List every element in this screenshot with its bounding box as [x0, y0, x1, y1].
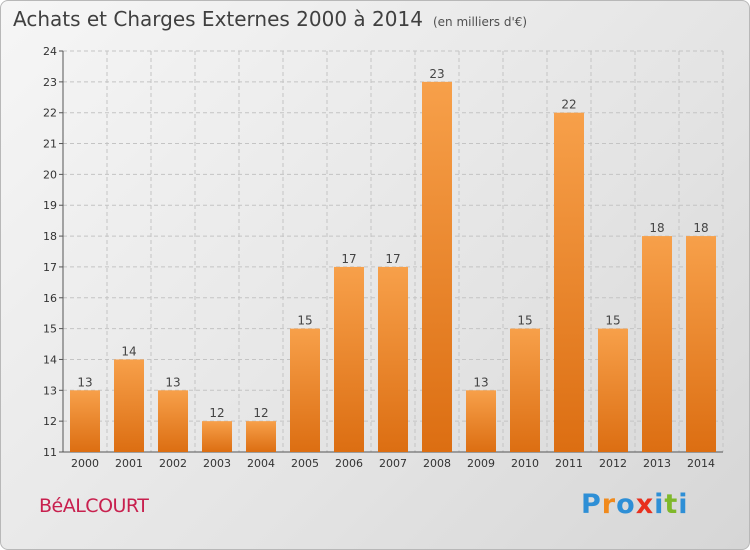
bar [70, 390, 100, 452]
x-tick-label: 2014 [687, 457, 715, 470]
bar [642, 236, 672, 452]
x-tick-label: 2005 [291, 457, 319, 470]
labels: 11 12 13 14 15 16 17 18 19 20 21 22 23 24 13 2000 14 2001… [43, 45, 715, 470]
x-tick-label: 2007 [379, 457, 407, 470]
data-label: 13 [77, 375, 92, 389]
y-tick-label: 20 [43, 168, 57, 181]
y-tick-label: 21 [43, 138, 57, 151]
x-tick-label: 2006 [335, 457, 363, 470]
x-tick-label: 2002 [159, 457, 187, 470]
bar [510, 328, 540, 452]
logo-letter: i [678, 489, 689, 520]
bar [554, 112, 584, 452]
x-tick-label: 2009 [467, 457, 495, 470]
data-label: 12 [253, 406, 268, 420]
y-tick-label: 14 [43, 353, 57, 366]
data-label: 15 [605, 314, 620, 328]
data-label: 22 [561, 98, 576, 112]
bar [686, 236, 716, 452]
logo-letter: P [581, 489, 602, 520]
y-tick-label: 19 [43, 199, 57, 212]
bar [246, 421, 276, 452]
x-tick-label: 2004 [247, 457, 275, 470]
bars [70, 81, 716, 452]
bar [290, 328, 320, 452]
chart-title-text: Achats et Charges Externes 2000 à 2014 [13, 7, 423, 31]
y-tick-label: 11 [43, 446, 57, 459]
data-label: 13 [473, 375, 488, 389]
bar [158, 390, 188, 452]
y-tick-label: 22 [43, 107, 57, 120]
data-label: 18 [649, 221, 664, 235]
logo-letter: t [664, 489, 679, 520]
logo-letter: o [616, 489, 636, 520]
bar [598, 328, 628, 452]
x-tick-label: 2000 [71, 457, 99, 470]
logo-letter: r [601, 489, 617, 520]
x-tick-label: 2001 [115, 457, 143, 470]
bar [114, 359, 144, 452]
data-label: 18 [693, 221, 708, 235]
y-tick-label: 15 [43, 323, 57, 336]
data-label: 14 [121, 344, 136, 358]
x-tick-label: 2012 [599, 457, 627, 470]
bar [202, 421, 232, 452]
logo-letter: x [635, 489, 655, 520]
x-tick-label: 2010 [511, 457, 539, 470]
y-tick-label: 17 [43, 261, 57, 274]
y-tick-label: 24 [43, 45, 57, 58]
y-tick-label: 12 [43, 415, 57, 428]
commune-name: BéALCOURT [39, 495, 149, 517]
bar [422, 81, 452, 452]
logo-letter: i [654, 489, 665, 520]
y-tick-label: 18 [43, 230, 57, 243]
bar [378, 266, 408, 452]
y-tick-label: 23 [43, 76, 57, 89]
x-tick-label: 2013 [643, 457, 671, 470]
data-label: 23 [429, 67, 444, 81]
y-tick-label: 16 [43, 292, 57, 305]
bar [466, 390, 496, 452]
x-tick-label: 2003 [203, 457, 231, 470]
data-label: 17 [341, 252, 356, 266]
data-label: 13 [165, 375, 180, 389]
data-label: 15 [517, 314, 532, 328]
x-tick-label: 2011 [555, 457, 583, 470]
x-tick-label: 2008 [423, 457, 451, 470]
chart-title: Achats et Charges Externes 2000 à 2014 (e… [13, 7, 527, 31]
data-label: 15 [297, 314, 312, 328]
proxiti-logo: Proxiti [581, 489, 689, 520]
chart-subtitle: (en milliers d'€) [432, 15, 528, 29]
y-tick-label: 13 [43, 384, 57, 397]
bar [334, 266, 364, 452]
data-label: 12 [209, 406, 224, 420]
data-label: 17 [385, 252, 400, 266]
